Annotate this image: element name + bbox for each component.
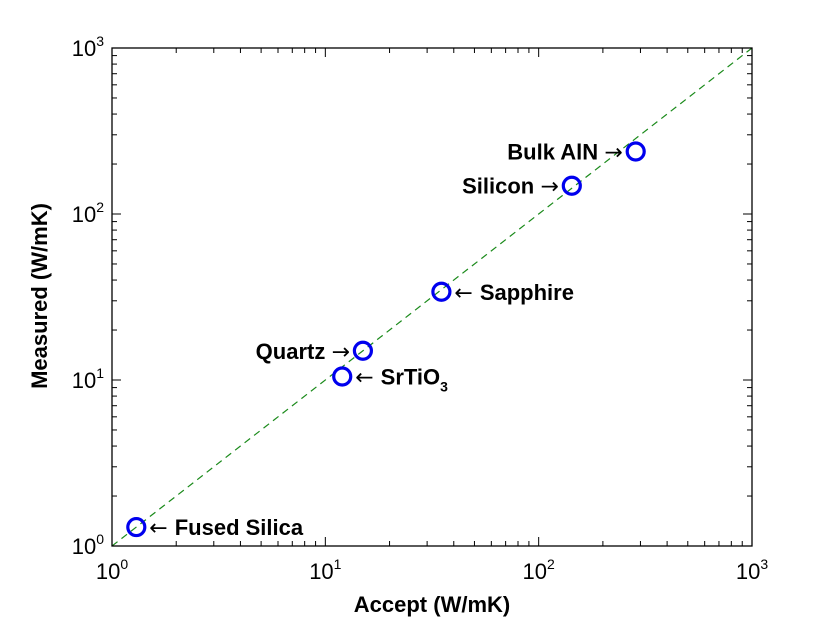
point-label: ← Sapphire	[454, 280, 574, 306]
data-point	[625, 141, 646, 162]
data-point	[431, 281, 452, 302]
data-point	[332, 366, 353, 387]
data-point	[126, 516, 147, 538]
x-tick-label: 103	[736, 556, 768, 584]
point-label: Bulk AlN →	[507, 139, 622, 165]
axis-tick-labels: 100 101 102 103 100 101 102 103	[72, 33, 769, 584]
y-tick-label: 101	[72, 365, 104, 393]
y-axis-title: Measured (W/mK)	[27, 203, 52, 389]
reference-line	[111, 47, 753, 547]
point-label: Quartz →	[256, 339, 350, 365]
data-point	[561, 175, 582, 196]
y-tick-label: 100	[72, 531, 104, 559]
y-tick-label: 103	[72, 33, 104, 61]
point-label: ← SrTiO3	[355, 364, 448, 394]
x-tick-label: 102	[523, 556, 555, 584]
data-points	[126, 141, 646, 538]
plot-frame	[111, 47, 753, 547]
data-point	[352, 340, 373, 361]
point-label: ← Fused Silica	[149, 515, 304, 541]
x-tick-label: 100	[96, 556, 128, 584]
x-axis-title: Accept (W/mK)	[354, 592, 510, 617]
x-tick-label: 101	[309, 556, 341, 584]
axis-ticks	[111, 48, 752, 547]
point-label: Silicon →	[462, 174, 559, 200]
y-tick-label: 102	[72, 199, 104, 227]
